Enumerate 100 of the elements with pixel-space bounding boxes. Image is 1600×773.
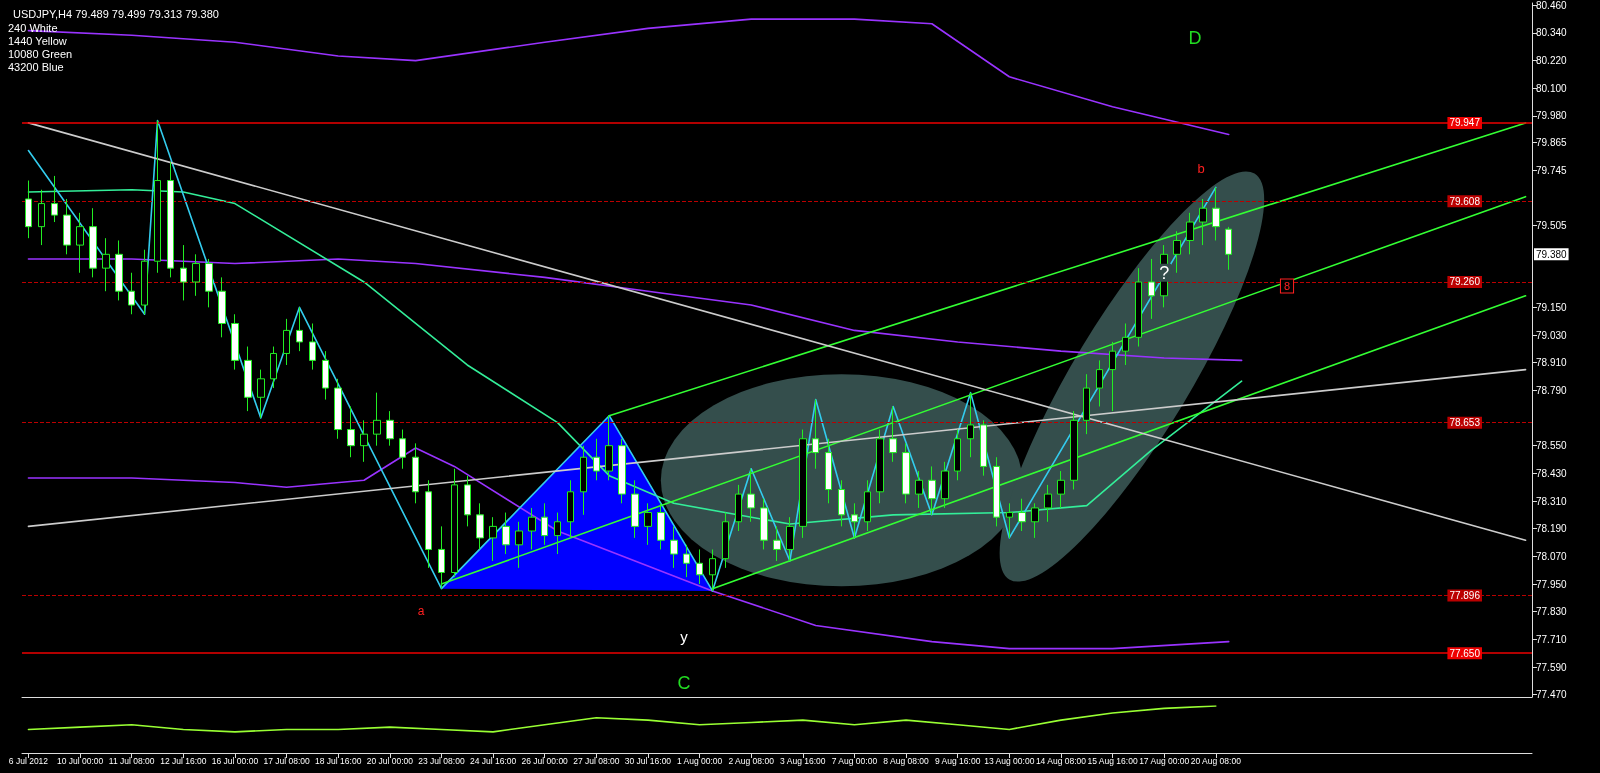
x-tick-label: 23 Jul 08:00 — [418, 755, 465, 766]
x-tick-label: 26 Jul 00:00 — [521, 755, 569, 766]
y-tick-label: 79.505 — [1536, 219, 1568, 231]
x-tick-label: 2 Aug 08:00 — [728, 755, 775, 766]
candlestick — [580, 445, 587, 516]
candlestick — [799, 429, 807, 539]
y-tick-label: 78.910 — [1536, 357, 1568, 369]
annotation: y — [680, 627, 689, 645]
candlestick — [360, 419, 368, 463]
y-tick-label: 78.310 — [1536, 495, 1568, 507]
candlestick — [76, 212, 84, 274]
y-tick-label: 80.220 — [1536, 55, 1568, 67]
candlestick — [541, 502, 548, 546]
x-tick-label: 17 Aug 00:00 — [1139, 755, 1190, 766]
candlestick — [773, 525, 781, 562]
candlestick — [399, 429, 406, 470]
candlestick — [605, 415, 613, 481]
candlestick — [167, 161, 174, 278]
candlestick — [967, 392, 974, 458]
candlestick — [528, 507, 536, 550]
y-tick-label: 77.830 — [1536, 606, 1568, 618]
candlestick — [89, 207, 97, 278]
annotation: b — [1197, 160, 1205, 176]
ref-line-label: 77.896 — [1449, 590, 1481, 602]
candlestick — [1109, 341, 1116, 412]
candlestick — [334, 378, 342, 440]
x-tick-label: 14 Aug 08:00 — [1035, 755, 1087, 766]
candlestick — [722, 512, 729, 569]
candlestick — [1018, 498, 1026, 532]
ref-line-label: 79.947 — [1449, 117, 1481, 129]
annotation: 1440 Yellow — [8, 34, 67, 47]
candlestick — [683, 544, 690, 578]
candlestick — [1225, 226, 1232, 271]
ref-line-label: 79.608 — [1449, 195, 1481, 207]
candlestick — [218, 276, 226, 338]
line-series — [27, 258, 1243, 362]
y-tick-label: 80.460 — [1536, 0, 1568, 11]
candlestick — [373, 392, 381, 447]
ref-line-label: 78.653 — [1449, 417, 1481, 429]
candlestick — [709, 548, 716, 592]
y-tick-label: 77.470 — [1536, 689, 1568, 701]
y-tick-label: 78.430 — [1536, 467, 1568, 479]
x-tick-label: 10 Jul 00:00 — [56, 755, 104, 766]
candlestick — [347, 405, 355, 458]
candlestick — [567, 479, 574, 539]
y-tick-label: 79.745 — [1536, 164, 1568, 176]
candlestick — [1135, 267, 1142, 348]
candlestick — [1186, 212, 1194, 255]
x-tick-label: 1 Aug 00:00 — [676, 755, 723, 766]
candlestick — [696, 548, 703, 585]
y-tick-label: 80.100 — [1536, 82, 1568, 94]
annotation: 8 — [1283, 280, 1291, 292]
candlestick — [141, 249, 148, 315]
candlestick — [993, 456, 1000, 527]
chart-title: USDJPY,H4 79.489 79.499 79.313 79.380 — [13, 7, 219, 20]
y-tick-label: 79.030 — [1536, 329, 1568, 341]
candlestick — [786, 516, 794, 562]
x-tick-label: 6 Jul 2012 — [8, 755, 49, 766]
candlestick — [283, 318, 290, 366]
ref-line-label: 79.260 — [1449, 276, 1481, 288]
y-tick-label: 79.150 — [1536, 301, 1568, 313]
x-tick-label: 27 Jul 08:00 — [573, 755, 620, 766]
x-tick-label: 24 Jul 16:00 — [469, 755, 517, 766]
candlestick — [1044, 484, 1052, 523]
candlestick — [309, 322, 316, 371]
y-tick-label: 79.980 — [1536, 110, 1568, 122]
candlestick — [322, 350, 329, 401]
candlestick — [192, 253, 200, 297]
y-tick-label: 78.190 — [1536, 523, 1568, 535]
candlestick — [747, 468, 755, 523]
candlestick — [1096, 359, 1103, 407]
candlestick — [115, 239, 123, 301]
candlestick — [670, 525, 678, 569]
annotation: 43200 Blue — [8, 60, 64, 73]
candlestick — [270, 346, 277, 389]
candlestick — [63, 198, 71, 255]
candlestick — [438, 525, 445, 590]
x-tick-label: 8 Aug 08:00 — [883, 755, 930, 766]
x-tick-label: 20 Jul 00:00 — [366, 755, 414, 766]
candlestick — [864, 479, 871, 532]
candlestick — [1006, 502, 1013, 539]
y-tick-label: 77.950 — [1536, 578, 1568, 590]
candlestick — [760, 498, 768, 550]
candlestick — [941, 461, 949, 509]
candlestick — [412, 442, 419, 504]
candlestick — [25, 180, 32, 239]
x-tick-label: 16 Jul 00:00 — [211, 755, 259, 766]
candlestick — [644, 502, 652, 546]
x-tick-label: 20 Aug 08:00 — [1190, 755, 1242, 766]
y-tick-label: 78.550 — [1536, 440, 1568, 452]
candlestick — [876, 429, 884, 504]
x-tick-label: 13 Aug 00:00 — [984, 755, 1035, 766]
candlestick — [51, 175, 58, 223]
annotation: 240 White — [8, 21, 58, 34]
candlestick — [476, 502, 484, 550]
candlestick — [889, 405, 897, 463]
candlestick — [180, 244, 187, 301]
annotation: D — [1188, 28, 1202, 48]
candlestick — [1083, 373, 1090, 435]
candlestick — [128, 272, 135, 315]
